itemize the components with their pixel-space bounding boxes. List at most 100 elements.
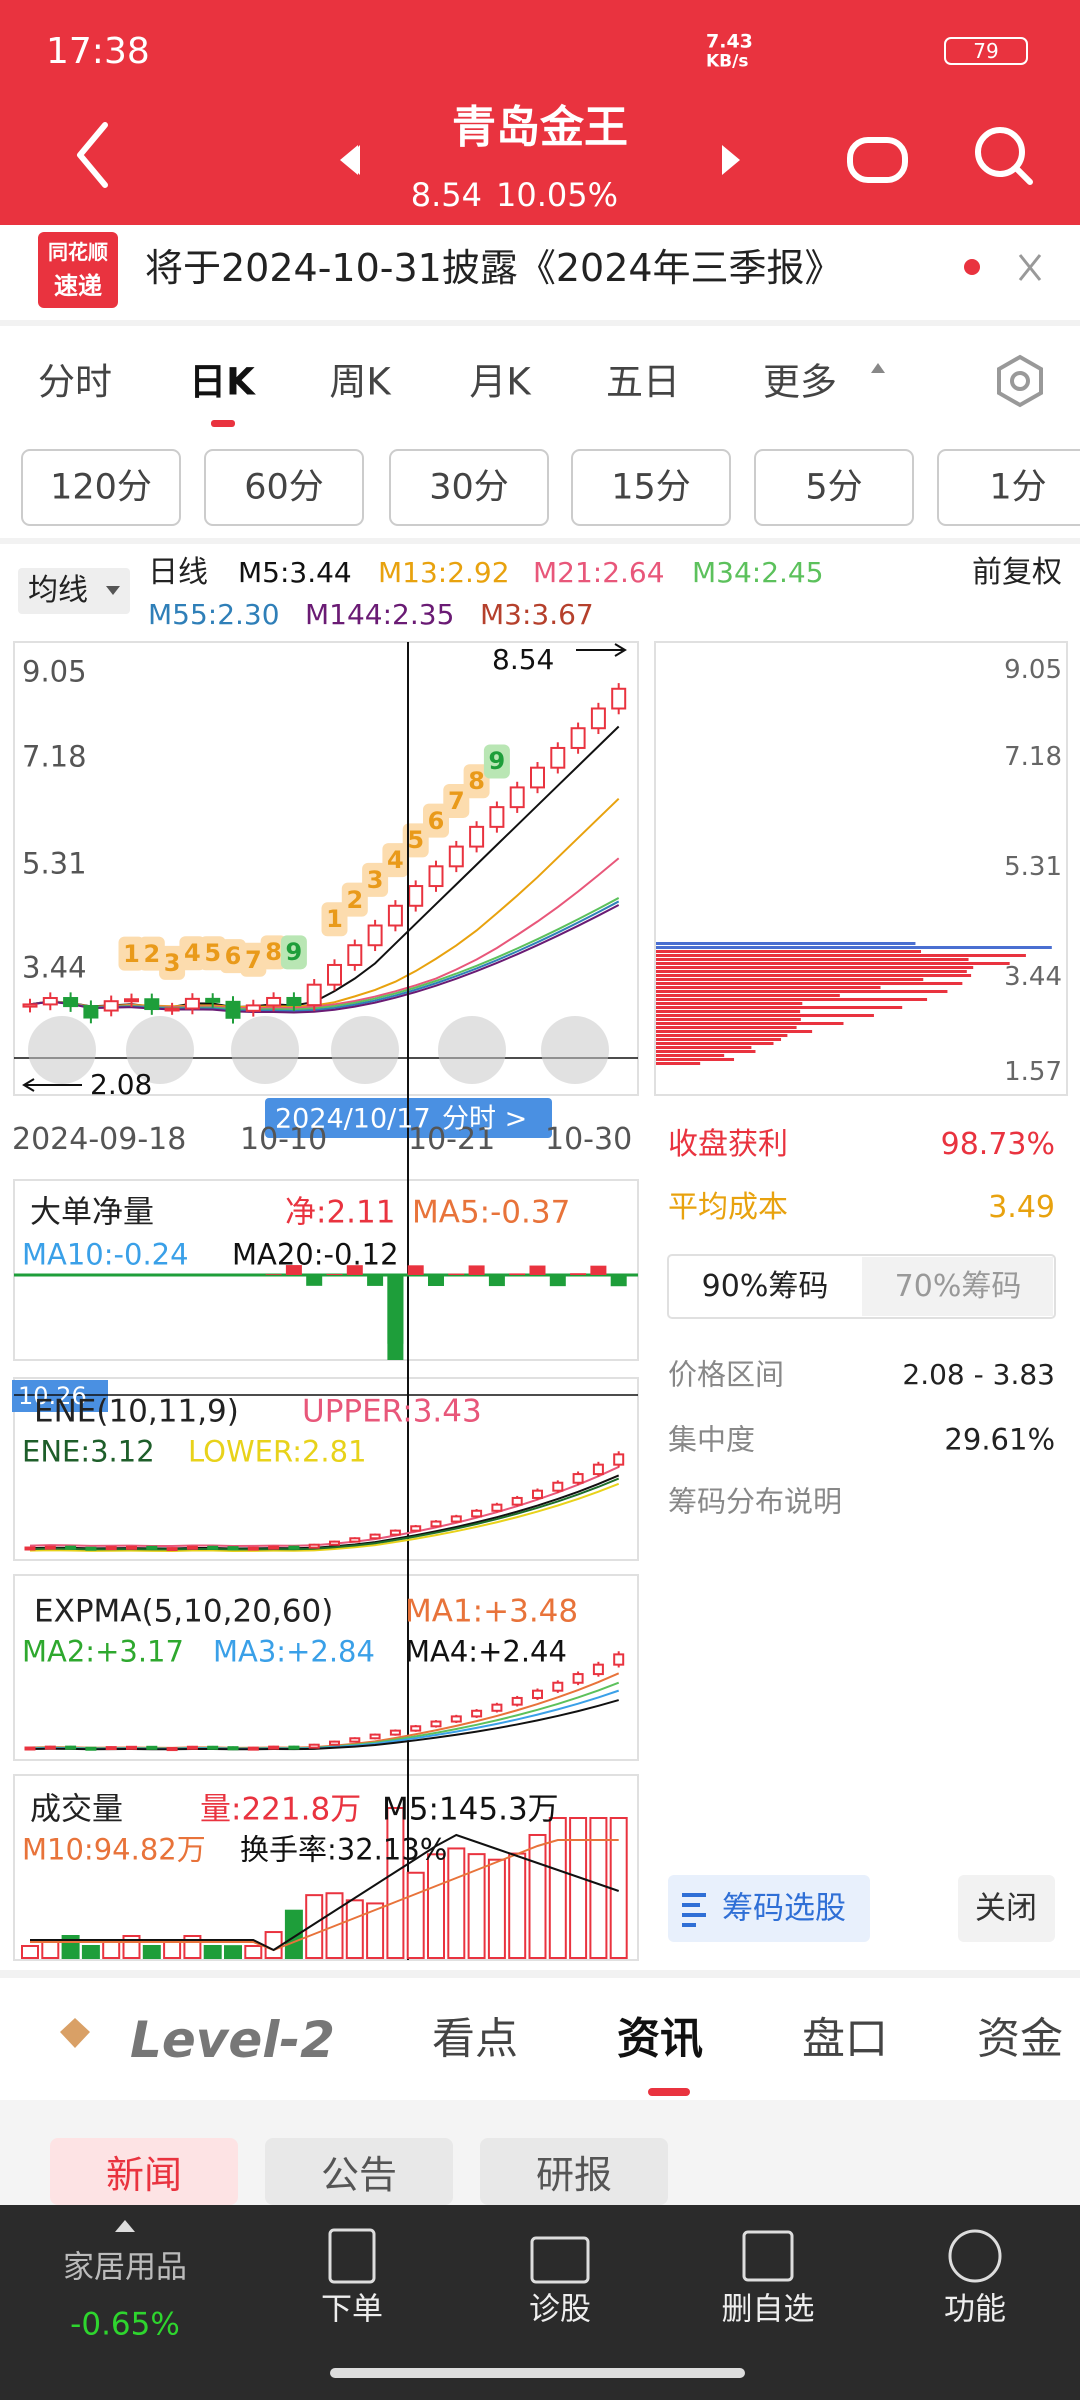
chip-label: 平均成本 (668, 1190, 788, 1225)
period-tab[interactable]: 月K (469, 360, 531, 404)
period-tab[interactable]: 周K (329, 360, 391, 404)
close-icon[interactable] (1018, 254, 1042, 281)
toolbar-button[interactable]: 诊股 (529, 2291, 591, 2328)
indicator-value: MA20:-0.12 (232, 1237, 399, 1272)
chip-select-button[interactable] (668, 1875, 870, 1942)
chart-nav-button[interactable] (126, 1016, 194, 1084)
candle (389, 1529, 401, 1536)
period-tab[interactable]: 更多 (763, 360, 837, 404)
volume-bar (447, 1847, 466, 1960)
content-tab[interactable]: 资金 (977, 2014, 1063, 2065)
period-tab[interactable]: 日K (189, 360, 255, 404)
signal-badge (423, 803, 449, 838)
chart-nav-button[interactable] (541, 1016, 609, 1084)
price: 8.54 (410, 176, 482, 214)
chip-help[interactable]: 筹码分布说明 (668, 1484, 843, 1519)
robot-icon[interactable] (847, 137, 908, 183)
indicator-name[interactable]: 大单净量 (30, 1194, 154, 1231)
candle (613, 1653, 625, 1666)
minute-tab[interactable]: 120分 (50, 467, 152, 508)
indicator-name[interactable]: ENE(10,11,9) (34, 1393, 239, 1430)
toolbar-button[interactable]: 功能 (944, 2291, 1006, 2328)
chart-nav-button[interactable] (438, 1016, 506, 1084)
candle (450, 1515, 462, 1523)
net-bar (265, 1274, 282, 1275)
sector-name[interactable]: 家居用品 (63, 2249, 187, 2286)
minute-tab[interactable]: 5分 (805, 467, 863, 508)
chip-bar (656, 1014, 874, 1017)
chip-close[interactable]: 关闭 (975, 1890, 1037, 1927)
signal-number: 5 (407, 826, 425, 855)
candle (489, 806, 505, 828)
content-tab[interactable]: 盘口 (802, 2014, 888, 2065)
candle (611, 687, 627, 710)
ma-selector[interactable] (18, 568, 130, 614)
candle (186, 1745, 198, 1750)
chip-price-label: 7.18 (1004, 742, 1062, 772)
news-tab[interactable]: 公告 (320, 2153, 398, 2197)
period-tab[interactable]: 分时 (38, 360, 112, 404)
content-tab[interactable]: 看点 (432, 2014, 518, 2065)
level2-tab[interactable]: Level-2 (130, 2011, 335, 2069)
minute-tab[interactable]: 1分 (989, 467, 1047, 508)
volume-bar (589, 1817, 608, 1959)
chip-bar (656, 950, 922, 953)
prev-icon[interactable] (340, 145, 358, 175)
notice-text[interactable]: 将于2024-10-31披露《2024年三季报》 (145, 246, 843, 290)
news-tab[interactable]: 研报 (535, 2153, 613, 2197)
indicator-value: MA2:+3.17 (22, 1634, 184, 1669)
indicator-value: M5:145.3万 (382, 1791, 559, 1828)
chip-select[interactable]: 筹码选股 (722, 1890, 846, 1927)
signal-number: 1 (326, 905, 343, 934)
volume-bar (487, 1858, 506, 1960)
settings-icon[interactable] (997, 354, 1043, 408)
expma-line (29, 1699, 619, 1751)
chart-nav-button[interactable] (28, 1016, 96, 1084)
chip-tab[interactable]: 70%筹码 (894, 1269, 1022, 1304)
content-tab[interactable]: 资讯 (617, 2014, 703, 2065)
candle (327, 963, 342, 986)
minute-tab[interactable]: 60分 (244, 467, 324, 508)
price-axis-label: 3.44 (22, 950, 87, 985)
cursor-link[interactable]: 分时 > (442, 1103, 528, 1135)
indicator-name[interactable]: 成交量 (30, 1791, 123, 1828)
notice-logo (38, 232, 118, 308)
candle (42, 997, 58, 1006)
toolbar-button[interactable]: 下单 (321, 2291, 383, 2328)
ma-selector-text[interactable]: 均线 (28, 573, 88, 608)
chip-tab[interactable]: 90%筹码 (701, 1269, 829, 1304)
indicator-name[interactable]: EXPMA(5,10,20,60) (34, 1593, 334, 1630)
chip-close-button[interactable] (958, 1875, 1055, 1942)
logo-text: 速递 (54, 272, 102, 300)
chart-nav-button[interactable] (331, 1016, 399, 1084)
candle (448, 845, 464, 868)
chart-nav-button[interactable] (231, 1016, 299, 1084)
candle (430, 1720, 442, 1728)
candle (469, 825, 485, 848)
signal-number: 6 (224, 942, 242, 971)
back-icon[interactable] (77, 122, 108, 188)
minute-tab[interactable]: 30分 (429, 467, 509, 508)
kline-frame (13, 641, 639, 1096)
chip-bar (656, 1018, 801, 1021)
chip-bar (656, 986, 881, 989)
news-tab[interactable]: 新闻 (105, 2153, 183, 2197)
signal-number: 8 (468, 767, 485, 796)
minute-tab[interactable]: 15分 (611, 467, 691, 508)
candle (471, 1709, 483, 1718)
adjust-mode[interactable]: 前复权 (972, 555, 1062, 590)
signal-number: 3 (163, 948, 181, 977)
next-icon[interactable] (722, 145, 740, 175)
candle (286, 996, 302, 1007)
time: 17:38 (46, 31, 150, 72)
indicator-value: MA3:+2.84 (213, 1634, 375, 1669)
period-tab[interactable]: 五日 (606, 360, 680, 404)
chip-bar (656, 970, 967, 973)
signal-number: 3 (366, 865, 384, 894)
toolbar-button[interactable]: 删自选 (721, 2291, 815, 2328)
candle (509, 786, 525, 809)
cursor-date[interactable]: 2024/10/17 (275, 1103, 431, 1135)
search-icon[interactable] (975, 127, 1025, 177)
candle (430, 1520, 442, 1528)
